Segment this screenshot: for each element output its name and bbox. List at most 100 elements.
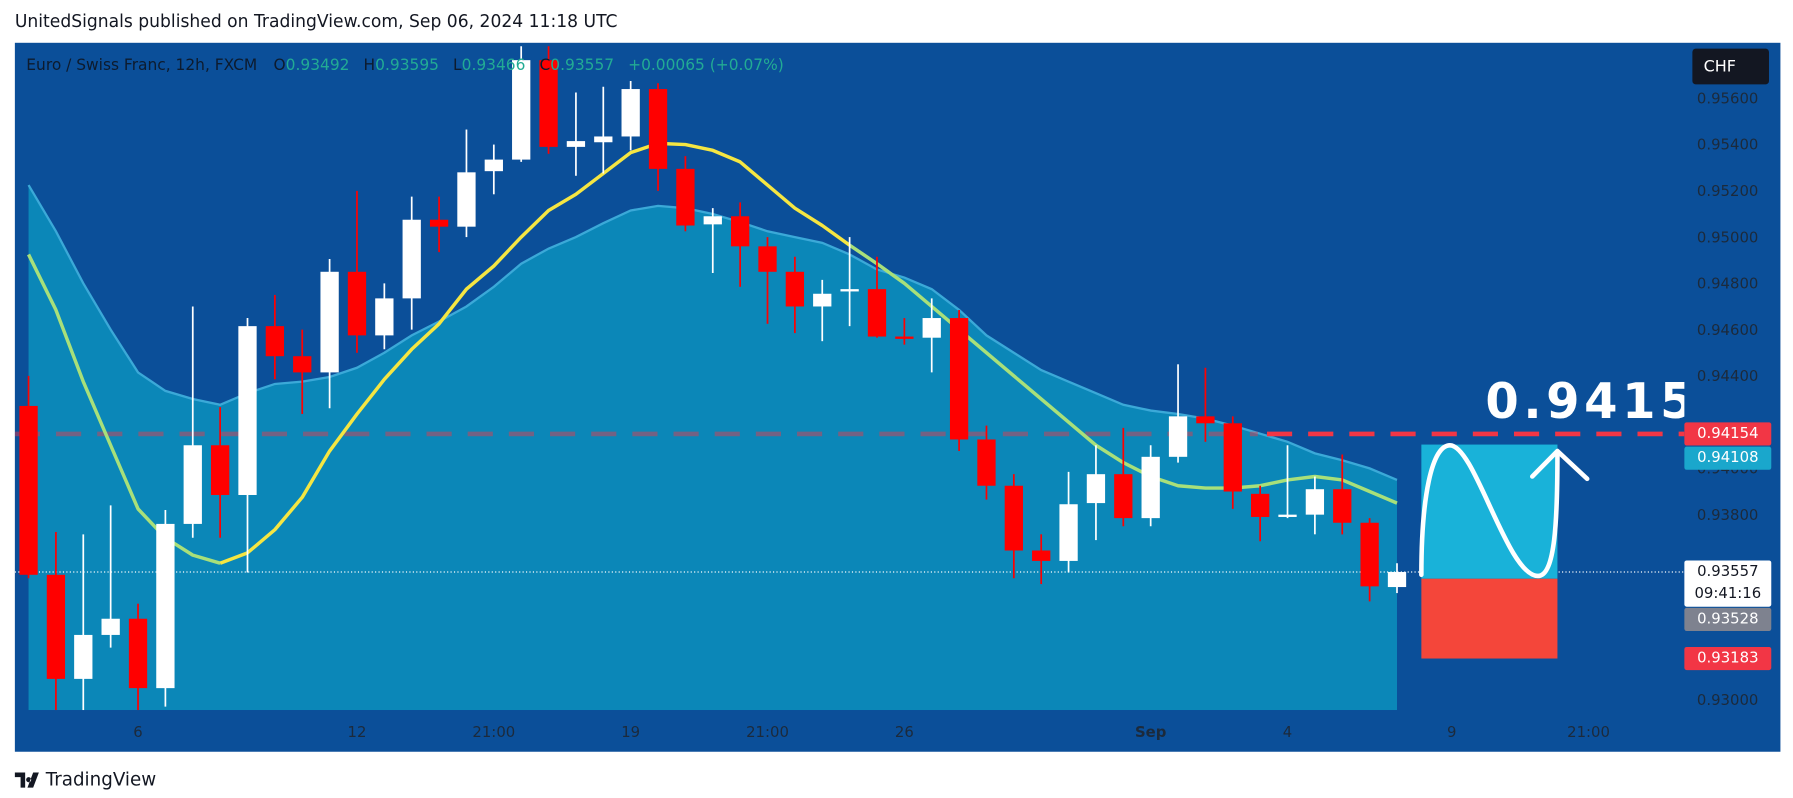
candle-body: [1004, 485, 1023, 551]
candle-body: [949, 318, 969, 440]
y-tick-label: 0.94600: [1697, 321, 1758, 339]
candle-body: [813, 293, 832, 307]
candle-body: [1360, 522, 1379, 587]
candle: [128, 603, 148, 711]
candle: [1114, 427, 1133, 527]
candle-body: [730, 216, 750, 247]
candle: [19, 375, 38, 579]
price-label: 0.94108: [1697, 448, 1758, 466]
candle: [1086, 445, 1106, 541]
candle-body: [429, 219, 449, 227]
candle: [101, 505, 120, 648]
x-tick-label: 21:00: [746, 723, 789, 741]
candle-body: [46, 574, 66, 679]
candle: [703, 208, 722, 273]
candle: [1032, 534, 1051, 585]
candle-body: [1251, 493, 1270, 517]
y-tick-label: 0.95000: [1697, 228, 1758, 246]
logo-text: TradingView: [45, 770, 156, 791]
price-label: 0.93528: [1697, 609, 1758, 627]
plot-layer: 0.9415: [14, 46, 1685, 711]
candle: [813, 279, 832, 342]
candle-body: [922, 318, 941, 338]
candle: [484, 144, 503, 195]
candle: [730, 202, 750, 287]
candle: [1004, 474, 1023, 579]
candle: [566, 92, 586, 176]
candle-body: [238, 326, 257, 495]
x-tick-label: Sep: [1135, 723, 1167, 741]
candle-body: [566, 141, 586, 147]
candle: [1196, 367, 1215, 442]
candle-body: [867, 289, 887, 337]
candle: [1387, 563, 1407, 594]
legend-field: H: [364, 55, 376, 73]
x-tick-label: 21:00: [1567, 723, 1610, 741]
stop-zone: [1421, 578, 1558, 659]
x-tick-label: 19: [621, 723, 640, 741]
legend-field: L: [453, 55, 462, 73]
countdown-label: 09:41:16: [1694, 584, 1761, 602]
candle: [265, 294, 285, 380]
price-label-box: [1684, 560, 1772, 607]
price-label: 0.93183: [1697, 648, 1758, 666]
candle-body: [1223, 423, 1242, 492]
legend-field: O: [274, 55, 286, 73]
price-label-box: [1684, 646, 1772, 671]
candle-body: [1086, 474, 1106, 504]
x-tick-label: 21:00: [472, 723, 515, 741]
candle: [457, 129, 476, 238]
candle: [895, 318, 914, 345]
candle-body: [785, 271, 805, 307]
candle: [156, 510, 175, 707]
candle-body: [1059, 504, 1078, 561]
legend-value: 0.93557: [550, 55, 614, 73]
ma-line: [219, 141, 851, 565]
currency-button[interactable]: [1692, 48, 1769, 85]
currency-label[interactable]: CHF: [1704, 57, 1736, 76]
candle-body: [758, 246, 777, 272]
candle: [402, 196, 421, 330]
legend-field: C: [540, 55, 551, 73]
legend-value: 0.93595: [375, 55, 439, 73]
candle: [1278, 445, 1297, 519]
legend: Euro / Swiss Franc, 12h, FXCM O0.93492 H…: [26, 55, 783, 73]
logo-mark: [14, 772, 39, 788]
candle: [1168, 364, 1188, 463]
candle: [648, 83, 668, 191]
price-label-box: [1684, 607, 1772, 631]
candle-body: [375, 298, 394, 336]
candle: [1141, 445, 1160, 527]
candle: [1333, 454, 1352, 535]
candle-body: [1333, 489, 1352, 523]
tradingview-logo: TradingView: [14, 770, 156, 791]
candle: [320, 259, 339, 409]
x-tick-label: 12: [348, 723, 367, 741]
candle-body: [648, 89, 668, 169]
x-tick-label: 26: [895, 723, 914, 741]
y-tick-label: 0.94400: [1697, 367, 1758, 385]
candle-body: [621, 89, 640, 137]
candle: [512, 46, 531, 162]
band-area: [28, 185, 1397, 711]
candle: [74, 534, 93, 711]
candle-body: [19, 405, 38, 575]
y-tick-label: 0.95600: [1697, 89, 1758, 107]
candle-body: [840, 289, 859, 292]
legend-value: 0.93466: [462, 55, 526, 73]
candle: [429, 196, 449, 253]
candle-body: [156, 523, 175, 689]
y-tick-label: 0.95400: [1697, 136, 1758, 154]
candle-body: [539, 60, 558, 147]
candle-body: [895, 336, 914, 339]
candle-body: [1168, 416, 1188, 457]
candle-body: [101, 618, 120, 635]
candle-body: [1032, 550, 1051, 561]
candle-body: [402, 219, 421, 299]
price-label: 0.93557: [1697, 562, 1758, 580]
candle-body: [484, 159, 503, 172]
candle-body: [1141, 456, 1160, 519]
price-label-box: [1684, 446, 1772, 470]
candle: [1251, 485, 1270, 542]
